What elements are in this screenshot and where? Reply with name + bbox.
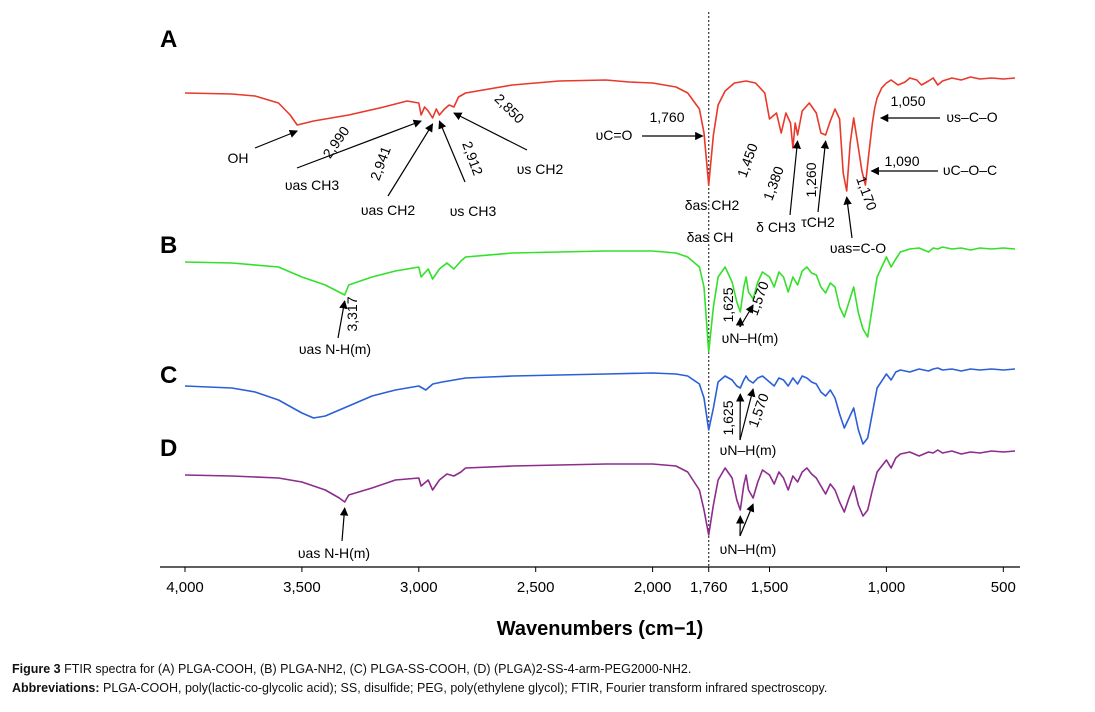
series-line-B (184, 246, 1016, 353)
series-label-B: B (160, 232, 177, 259)
annotation-16: 1,260 (803, 162, 819, 197)
caption-text: FTIR spectra for (A) PLGA-COOH, (B) PLGA… (64, 662, 692, 676)
x-tick-label-4: 2,000 (634, 579, 672, 596)
annotation-33: υN–H(m) (720, 541, 777, 557)
annotation-arrow-25 (337, 300, 348, 339)
x-tick-label-5: 1,760 (690, 579, 728, 596)
annotation-arrow-15 (789, 140, 801, 216)
annotation-arrow-2 (296, 119, 422, 169)
series-line-D (184, 449, 1016, 536)
annotation-arrow-17 (817, 140, 829, 213)
annotation-32: υas N-H(m) (298, 545, 370, 561)
annotation-14: 1,380 (760, 164, 787, 203)
annotation-15: δ CH3 (756, 219, 796, 235)
series-label-C: C (160, 362, 177, 389)
annotation-31: υN–H(m) (720, 442, 777, 458)
abbreviations-text: PLGA-COOH, poly(lactic-co-glycolic acid)… (103, 681, 828, 695)
x-axis-label: Wavenumbers (cm−1) (497, 618, 704, 640)
x-tick-label-7: 1,000 (868, 579, 906, 596)
annotation-arrow-32 (339, 507, 349, 542)
annotation-3: 2,941 (367, 144, 394, 183)
annotation-arrow-33-b (739, 503, 755, 537)
annotation-5: 2,912 (459, 139, 486, 178)
annotation-10: υC=O (596, 127, 633, 143)
annotation-21: υs–C–O (946, 109, 997, 125)
annotation-1: 2,990 (319, 123, 352, 161)
series-label-D: D (160, 435, 177, 462)
annotation-6: υs CH3 (450, 203, 497, 219)
annotation-8: υs CH2 (517, 161, 564, 177)
x-tick-label-0: 4,000 (166, 579, 204, 596)
x-tick-label-6: 1,500 (751, 579, 789, 596)
annotation-11: δas CH2 (685, 197, 740, 213)
annotation-0: OH (228, 150, 249, 166)
series-line-A (184, 76, 1016, 192)
caption-label: Figure 3 (12, 662, 61, 676)
ftir-chart: 4,000 3,500 3,000 2,500 2,000 1,760 1,500 1,000… (160, 12, 1020, 640)
x-tick-label-2: 3,000 (400, 579, 438, 596)
annotation-9: 1,760 (649, 109, 684, 125)
x-tick-label-3: 2,500 (517, 579, 555, 596)
annotation-arrow-28-b (739, 304, 754, 328)
annotation-2: υas CH3 (285, 177, 340, 193)
annotation-22: 1,090 (884, 153, 919, 169)
annotation-7: 2,850 (491, 90, 527, 126)
series-line-C (184, 367, 1016, 445)
annotation-13: 1,450 (734, 141, 761, 180)
annotation-23: υC–O–C (943, 162, 997, 178)
annotation-28: υN–H(m) (722, 330, 779, 346)
annotation-arrow-31-b (739, 388, 756, 441)
series-label-A: A (160, 26, 177, 53)
annotation-26: 1,625 (720, 287, 736, 322)
annotation-19: υas=C-O (830, 240, 886, 256)
annotation-20: 1,050 (890, 93, 925, 109)
annotation-18: 1,170 (853, 174, 880, 213)
annotation-29: 1,625 (720, 400, 736, 435)
annotation-17: τCH2 (801, 214, 835, 230)
annotation-arrow-6 (438, 120, 466, 183)
annotation-arrow-4 (387, 123, 434, 197)
annotation-24: 3,317 (344, 296, 360, 331)
x-tick-label-1: 3,500 (283, 579, 321, 596)
annotation-arrow-19 (843, 196, 853, 239)
annotation-arrow-8 (453, 112, 528, 151)
annotation-30: 1,570 (745, 391, 772, 430)
abbreviations-label: Abbreviations: (12, 681, 100, 695)
figure-caption: Figure 3 FTIR spectra for (A) PLGA-COOH,… (12, 660, 1087, 698)
x-tick-label-8: 500 (991, 579, 1016, 596)
annotation-arrow-0 (254, 129, 299, 149)
annotation-25: υas N-H(m) (299, 341, 371, 357)
annotation-4: υas CH2 (361, 202, 416, 218)
annotation-12: δas CH (687, 229, 734, 245)
